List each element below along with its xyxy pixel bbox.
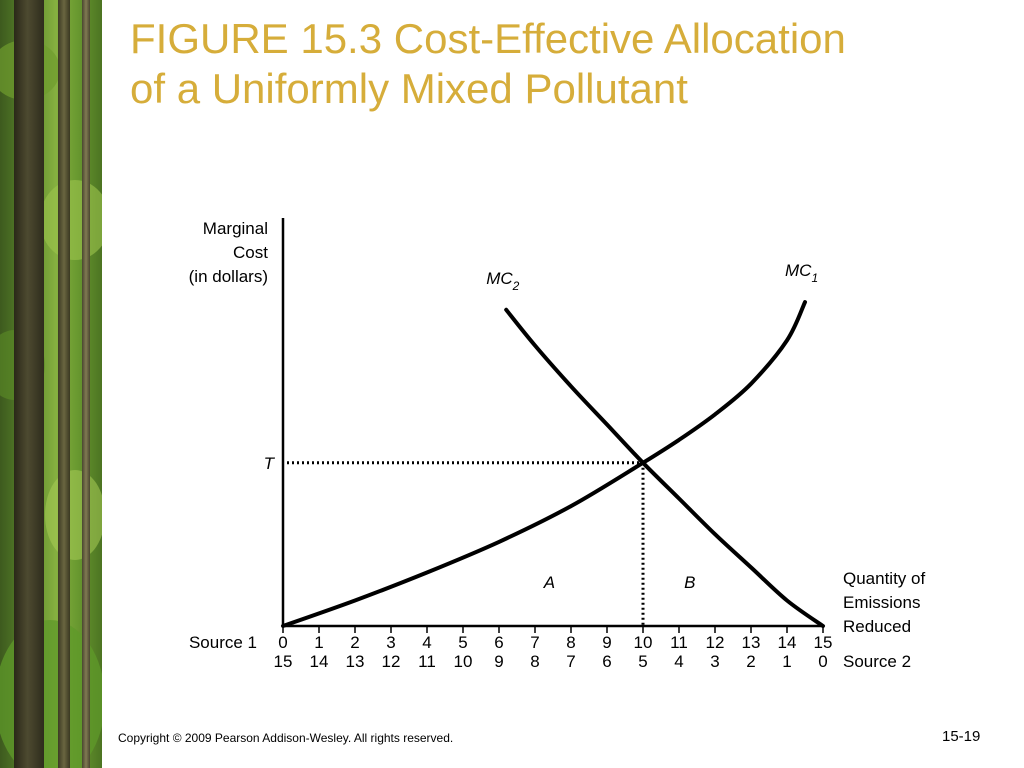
x-tick-label: 13 bbox=[742, 633, 761, 652]
x-tick-label: 12 bbox=[706, 633, 725, 652]
y-tick-label-t: T bbox=[264, 454, 276, 473]
tree-trunk bbox=[82, 0, 90, 768]
x-tick-label: 2 bbox=[350, 633, 359, 652]
source-row-label: Source 1 bbox=[189, 633, 257, 652]
copyright-notice: Copyright © 2009 Pearson Addison-Wesley.… bbox=[118, 731, 454, 745]
x-tick-label: 8 bbox=[530, 652, 539, 671]
x-tick-label: 11 bbox=[670, 633, 688, 652]
x-axis-label-line: Quantity of bbox=[843, 569, 925, 588]
tree-trunk bbox=[58, 0, 70, 768]
x-tick-label: 4 bbox=[674, 652, 683, 671]
x-tick-label: 12 bbox=[382, 652, 401, 671]
tree-trunk bbox=[14, 0, 44, 768]
series-label-mc1: MC1 bbox=[785, 261, 818, 285]
y-axis-label-line: Marginal bbox=[203, 219, 268, 238]
x-tick-label: 1 bbox=[782, 652, 791, 671]
forest-background-image bbox=[0, 0, 102, 768]
foliage bbox=[45, 470, 102, 560]
x-tick-label: 8 bbox=[566, 633, 575, 652]
x-tick-label: 13 bbox=[346, 652, 365, 671]
x-axis-label-line: Emissions bbox=[843, 593, 920, 612]
y-axis-label-line: Cost bbox=[233, 243, 268, 262]
x-tick-label: 9 bbox=[494, 652, 503, 671]
x-tick-label: 10 bbox=[454, 652, 473, 671]
x-tick-label: 6 bbox=[602, 652, 611, 671]
x-tick-label: 15 bbox=[814, 633, 833, 652]
x-tick-label: 5 bbox=[458, 633, 467, 652]
area-label-b: B bbox=[684, 573, 695, 592]
marginal-cost-chart: Marginal Cost (in dollars) Quantity of Emis… bbox=[189, 218, 925, 671]
x-tick-label: 0 bbox=[278, 633, 287, 652]
x-tick-label: 14 bbox=[310, 652, 329, 671]
slide-title: FIGURE 15.3 Cost-Effective Allocation of… bbox=[130, 15, 846, 112]
x-tick-label: 7 bbox=[530, 633, 539, 652]
area-label-a: A bbox=[543, 573, 555, 592]
x-tick-label: 14 bbox=[778, 633, 797, 652]
source-row-label: Source 2 bbox=[843, 652, 911, 671]
x-tick-label: 6 bbox=[494, 633, 503, 652]
x-tick-label: 0 bbox=[818, 652, 827, 671]
page-number: 15-19 bbox=[942, 728, 981, 745]
x-tick-label: 3 bbox=[710, 652, 719, 671]
foliage bbox=[40, 180, 102, 260]
x-tick-label: 5 bbox=[638, 652, 647, 671]
x-tick-label: 10 bbox=[634, 633, 653, 652]
x-tick-label: 7 bbox=[566, 652, 575, 671]
x-tick-label: 2 bbox=[746, 652, 755, 671]
x-tick-label: 9 bbox=[602, 633, 611, 652]
x-axis-label-line: Reduced bbox=[843, 617, 911, 636]
x-tick-label: 4 bbox=[422, 633, 431, 652]
series-line-mc1 bbox=[281, 300, 807, 628]
y-axis-label-line: (in dollars) bbox=[189, 267, 268, 286]
series-line-mc2 bbox=[504, 307, 825, 628]
x-tick-label: 1 bbox=[314, 633, 323, 652]
x-tick-label: 15 bbox=[274, 652, 293, 671]
series-label-mc2: MC2 bbox=[486, 269, 519, 293]
x-tick-label: 11 bbox=[418, 652, 436, 671]
x-tick-label: 3 bbox=[386, 633, 395, 652]
